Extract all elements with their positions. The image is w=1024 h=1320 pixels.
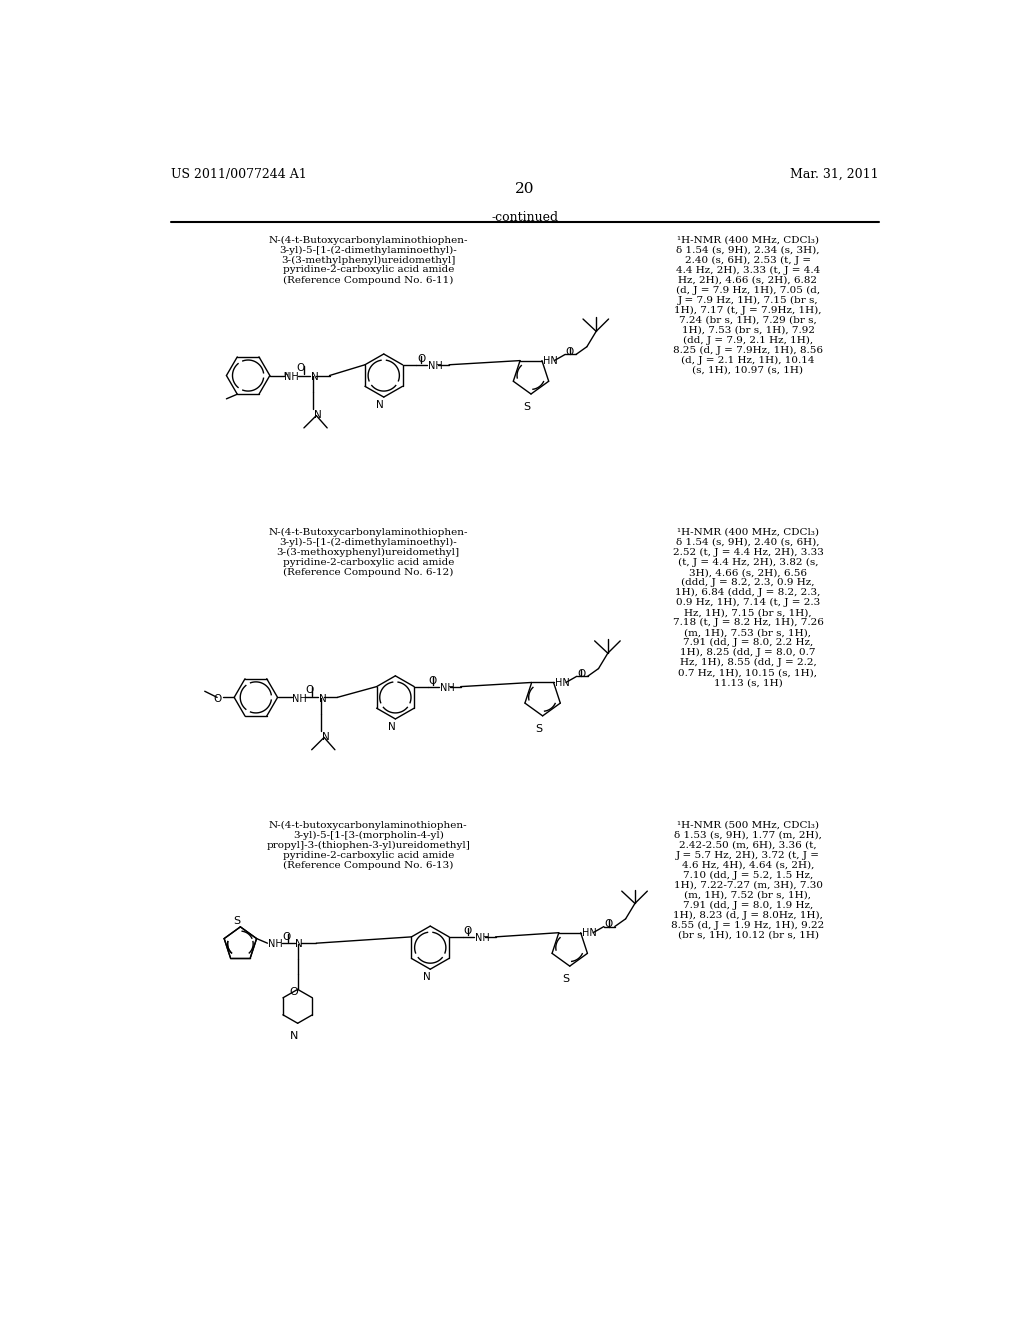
Text: 1H), 6.84 (ddd, J = 8.2, 2.3,: 1H), 6.84 (ddd, J = 8.2, 2.3,: [675, 589, 820, 597]
Text: O: O: [214, 693, 222, 704]
Text: O: O: [290, 987, 298, 997]
Text: N: N: [388, 722, 395, 733]
Text: HN: HN: [555, 678, 570, 688]
Text: HN: HN: [583, 928, 597, 939]
Text: δ 1.54 (s, 9H), 2.34 (s, 3H),: δ 1.54 (s, 9H), 2.34 (s, 3H),: [676, 246, 820, 255]
Text: NH: NH: [292, 693, 306, 704]
Text: 7.10 (dd, J = 5.2, 1.5 Hz,: 7.10 (dd, J = 5.2, 1.5 Hz,: [683, 871, 813, 879]
Text: O: O: [464, 927, 472, 936]
Text: Mar. 31, 2011: Mar. 31, 2011: [791, 168, 879, 181]
Text: NH: NH: [439, 682, 455, 693]
Text: 20: 20: [515, 182, 535, 195]
Text: O: O: [565, 347, 574, 356]
Text: (s, 1H), 10.97 (s, 1H): (s, 1H), 10.97 (s, 1H): [692, 366, 804, 375]
Text: (m, 1H), 7.52 (br s, 1H),: (m, 1H), 7.52 (br s, 1H),: [684, 891, 811, 900]
Text: N-(4-t-Butoxycarbonylaminothiophen-: N-(4-t-Butoxycarbonylaminothiophen-: [268, 235, 468, 244]
Text: 1H), 7.22-7.27 (m, 3H), 7.30: 1H), 7.22-7.27 (m, 3H), 7.30: [674, 880, 822, 890]
Text: 8.25 (d, J = 7.9Hz, 1H), 8.56: 8.25 (d, J = 7.9Hz, 1H), 8.56: [673, 346, 823, 355]
Text: 3-(3-methoxyphenyl)ureidomethyl]: 3-(3-methoxyphenyl)ureidomethyl]: [276, 548, 460, 557]
Text: US 2011/0077244 A1: US 2011/0077244 A1: [171, 168, 306, 181]
Text: S: S: [536, 723, 543, 734]
Text: S: S: [232, 916, 240, 927]
Text: 1H), 8.25 (dd, J = 8.0, 0.7: 1H), 8.25 (dd, J = 8.0, 0.7: [680, 648, 816, 657]
Text: HN: HN: [544, 356, 558, 366]
Text: pyridine-2-carboxylic acid amide: pyridine-2-carboxylic acid amide: [283, 558, 454, 568]
Text: 1H), 7.53 (br s, 1H), 7.92: 1H), 7.53 (br s, 1H), 7.92: [682, 326, 814, 334]
Text: 7.91 (dd, J = 8.0, 2.2 Hz,: 7.91 (dd, J = 8.0, 2.2 Hz,: [683, 638, 813, 647]
Text: 4.6 Hz, 4H), 4.64 (s, 2H),: 4.6 Hz, 4H), 4.64 (s, 2H),: [682, 861, 814, 870]
Text: J = 5.7 Hz, 2H), 3.72 (t, J =: J = 5.7 Hz, 2H), 3.72 (t, J =: [676, 850, 820, 859]
Text: N: N: [311, 372, 318, 381]
Text: O: O: [429, 676, 437, 686]
Text: 3-yl)-5-[1-[3-(morpholin-4-yl): 3-yl)-5-[1-[3-(morpholin-4-yl): [293, 830, 443, 840]
Text: 2.42-2.50 (m, 6H), 3.36 (t,: 2.42-2.50 (m, 6H), 3.36 (t,: [679, 841, 817, 850]
Text: N: N: [423, 973, 430, 982]
Text: NH: NH: [268, 939, 283, 949]
Text: (Reference Compound No. 6-11): (Reference Compound No. 6-11): [283, 276, 454, 285]
Text: N: N: [314, 411, 322, 420]
Text: N-(4-t-butoxycarbonylaminothiophen-: N-(4-t-butoxycarbonylaminothiophen-: [269, 821, 468, 830]
Text: NH: NH: [284, 372, 299, 381]
Text: (m, 1H), 7.53 (br s, 1H),: (m, 1H), 7.53 (br s, 1H),: [684, 628, 811, 638]
Text: O: O: [604, 919, 612, 929]
Text: O: O: [296, 363, 304, 374]
Text: NH: NH: [474, 933, 489, 942]
Text: N: N: [318, 693, 327, 704]
Text: -continued: -continued: [492, 211, 558, 224]
Text: ¹H-NMR (500 MHz, CDCl₃): ¹H-NMR (500 MHz, CDCl₃): [677, 821, 819, 829]
Text: O: O: [578, 669, 586, 678]
Text: 7.91 (dd, J = 8.0, 1.9 Hz,: 7.91 (dd, J = 8.0, 1.9 Hz,: [683, 900, 813, 909]
Text: 3-yl)-5-[1-(2-dimethylaminoethyl)-: 3-yl)-5-[1-(2-dimethylaminoethyl)-: [280, 539, 457, 546]
Text: N: N: [376, 400, 384, 411]
Text: O: O: [305, 685, 313, 696]
Text: 2.40 (s, 6H), 2.53 (t, J =: 2.40 (s, 6H), 2.53 (t, J =: [685, 256, 811, 264]
Text: 2.52 (t, J = 4.4 Hz, 2H), 3.33: 2.52 (t, J = 4.4 Hz, 2H), 3.33: [673, 548, 823, 557]
Text: (Reference Compound No. 6-13): (Reference Compound No. 6-13): [283, 861, 454, 870]
Text: (dd, J = 7.9, 2.1 Hz, 1H),: (dd, J = 7.9, 2.1 Hz, 1H),: [683, 335, 813, 345]
Text: N-(4-t-Butoxycarbonylaminothiophen-: N-(4-t-Butoxycarbonylaminothiophen-: [268, 528, 468, 537]
Text: NH: NH: [428, 360, 442, 371]
Text: O: O: [417, 354, 425, 364]
Text: Hz, 1H), 7.15 (br s, 1H),: Hz, 1H), 7.15 (br s, 1H),: [684, 609, 812, 616]
Text: pyridine-2-carboxylic acid amide: pyridine-2-carboxylic acid amide: [283, 850, 454, 859]
Text: 8.55 (d, J = 1.9 Hz, 1H), 9.22: 8.55 (d, J = 1.9 Hz, 1H), 9.22: [672, 921, 824, 929]
Text: (br s, 1H), 10.12 (br s, 1H): (br s, 1H), 10.12 (br s, 1H): [678, 931, 818, 940]
Text: O: O: [282, 932, 290, 942]
Text: ¹H-NMR (400 MHz, CDCl₃): ¹H-NMR (400 MHz, CDCl₃): [677, 528, 819, 537]
Text: H: H: [284, 372, 289, 378]
Text: pyridine-2-carboxylic acid amide: pyridine-2-carboxylic acid amide: [283, 265, 454, 275]
Text: S: S: [523, 401, 530, 412]
Text: δ 1.54 (s, 9H), 2.40 (s, 6H),: δ 1.54 (s, 9H), 2.40 (s, 6H),: [676, 539, 820, 546]
Text: ¹H-NMR (400 MHz, CDCl₃): ¹H-NMR (400 MHz, CDCl₃): [677, 235, 819, 244]
Text: N: N: [322, 733, 330, 742]
Text: 1H), 8.23 (d, J = 8.0Hz, 1H),: 1H), 8.23 (d, J = 8.0Hz, 1H),: [673, 911, 823, 920]
Text: propyl]-3-(thiophen-3-yl)ureidomethyl]: propyl]-3-(thiophen-3-yl)ureidomethyl]: [266, 841, 470, 850]
Text: 7.18 (t, J = 8.2 Hz, 1H), 7.26: 7.18 (t, J = 8.2 Hz, 1H), 7.26: [673, 618, 823, 627]
Text: 3-yl)-5-[1-(2-dimethylaminoethyl)-: 3-yl)-5-[1-(2-dimethylaminoethyl)-: [280, 246, 457, 255]
Text: N: N: [290, 1031, 298, 1041]
Text: (ddd, J = 8.2, 2.3, 0.9 Hz,: (ddd, J = 8.2, 2.3, 0.9 Hz,: [681, 578, 815, 587]
Text: 3H), 4.66 (s, 2H), 6.56: 3H), 4.66 (s, 2H), 6.56: [689, 568, 807, 577]
Text: Hz, 1H), 8.55 (dd, J = 2.2,: Hz, 1H), 8.55 (dd, J = 2.2,: [680, 659, 816, 667]
Text: (Reference Compound No. 6-12): (Reference Compound No. 6-12): [283, 568, 454, 577]
Text: 7.24 (br s, 1H), 7.29 (br s,: 7.24 (br s, 1H), 7.29 (br s,: [679, 315, 817, 325]
Text: J = 7.9 Hz, 1H), 7.15 (br s,: J = 7.9 Hz, 1H), 7.15 (br s,: [678, 296, 818, 305]
Text: S: S: [562, 974, 569, 983]
Text: 0.9 Hz, 1H), 7.14 (t, J = 2.3: 0.9 Hz, 1H), 7.14 (t, J = 2.3: [676, 598, 820, 607]
Text: 11.13 (s, 1H): 11.13 (s, 1H): [714, 678, 782, 688]
Text: δ 1.53 (s, 9H), 1.77 (m, 2H),: δ 1.53 (s, 9H), 1.77 (m, 2H),: [674, 830, 822, 840]
Text: 0.7 Hz, 1H), 10.15 (s, 1H),: 0.7 Hz, 1H), 10.15 (s, 1H),: [679, 668, 817, 677]
Text: (d, J = 2.1 Hz, 1H), 10.14: (d, J = 2.1 Hz, 1H), 10.14: [681, 355, 815, 364]
Text: (t, J = 4.4 Hz, 2H), 3.82 (s,: (t, J = 4.4 Hz, 2H), 3.82 (s,: [678, 558, 818, 568]
Text: 3-(3-methylphenyl)ureidomethyl]: 3-(3-methylphenyl)ureidomethyl]: [281, 256, 456, 264]
Text: Hz, 2H), 4.66 (s, 2H), 6.82: Hz, 2H), 4.66 (s, 2H), 6.82: [679, 276, 817, 284]
Text: 1H), 7.17 (t, J = 7.9Hz, 1H),: 1H), 7.17 (t, J = 7.9Hz, 1H),: [674, 305, 821, 314]
Text: (d, J = 7.9 Hz, 1H), 7.05 (d,: (d, J = 7.9 Hz, 1H), 7.05 (d,: [676, 285, 820, 294]
Text: 4.4 Hz, 2H), 3.33 (t, J = 4.4: 4.4 Hz, 2H), 3.33 (t, J = 4.4: [676, 265, 820, 275]
Text: N: N: [295, 940, 303, 949]
